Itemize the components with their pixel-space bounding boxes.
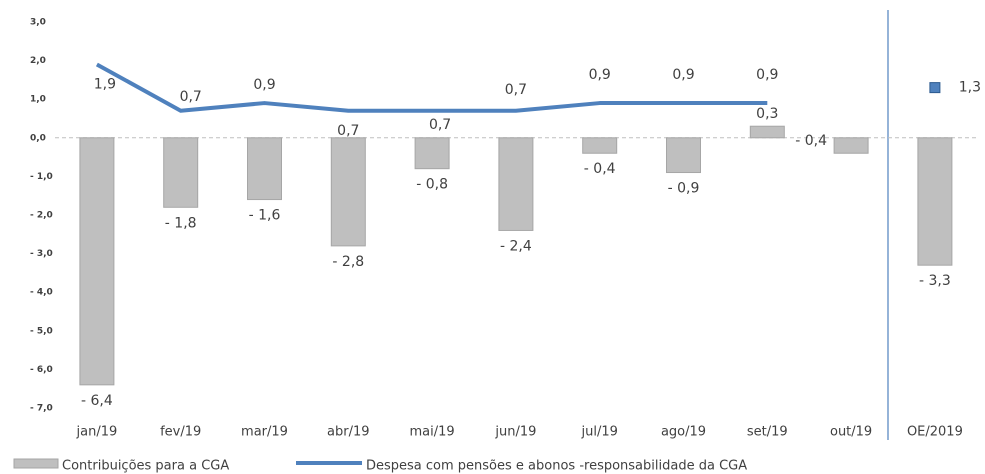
bar [833, 137, 869, 154]
y-tick-label: - 6,0 [30, 365, 53, 375]
line-label: 0,7 [429, 117, 451, 133]
line-label: 0,9 [589, 67, 611, 83]
bar-label: - 0,4 [584, 161, 616, 177]
x-tick-label: OE/2019 [907, 425, 963, 440]
line-label: 0,7 [337, 123, 359, 139]
bar [666, 137, 701, 174]
bar-label: 0,3 [756, 106, 778, 122]
y-tick-label: 3,0 [30, 18, 46, 28]
line-label: 1,3 [959, 80, 981, 96]
x-tick-label: jan/19 [76, 425, 118, 440]
bar [749, 125, 785, 139]
bar [414, 137, 450, 170]
bar [163, 137, 199, 208]
line-label: 0,7 [180, 89, 202, 105]
bar [917, 137, 953, 266]
bar-label: - 6,4 [81, 393, 113, 409]
bar-label: - 2,4 [500, 238, 532, 254]
x-tick-label: ago/19 [661, 425, 706, 440]
bar-label: - 1,6 [249, 208, 281, 224]
y-tick-label: 2,0 [30, 56, 46, 66]
bar-label: - 3,3 [919, 273, 951, 289]
x-tick-label: mai/19 [410, 425, 455, 440]
legend-label: Contribuições para a CGA [62, 459, 229, 474]
x-tick-label: set/19 [747, 425, 788, 440]
x-tick-label: jul/19 [581, 425, 618, 440]
x-tick-label: fev/19 [160, 425, 201, 440]
y-tick-label: 1,0 [30, 95, 46, 105]
y-tick-label: - 4,0 [30, 288, 53, 298]
point-marker [929, 82, 941, 94]
bar-label: - 1,8 [165, 215, 197, 231]
y-tick-label: - 2,0 [30, 211, 53, 221]
x-tick-label: abr/19 [327, 425, 370, 440]
legend-swatch [13, 458, 59, 469]
bar [498, 137, 534, 231]
line-label: 0,7 [505, 82, 527, 98]
bar [582, 137, 618, 154]
line [95, 62, 768, 113]
bar-label: - 0,8 [416, 177, 448, 193]
bar-label: - 0,4 [795, 133, 827, 149]
y-tick-label: - 7,0 [30, 404, 53, 414]
bar-label: - 2,8 [332, 254, 364, 270]
line-label: 1,9 [94, 76, 116, 92]
x-tick-label: mar/19 [241, 425, 288, 440]
bar-label: - 0,9 [668, 181, 700, 197]
line-label: 0,9 [253, 77, 275, 93]
bar [79, 137, 115, 386]
y-tick-label: - 1,0 [30, 172, 53, 182]
bar [330, 137, 366, 247]
line-label: 0,9 [756, 67, 778, 83]
x-tick-label: jun/19 [494, 425, 536, 440]
x-tick-label: out/19 [830, 425, 872, 440]
bar [247, 137, 282, 201]
y-tick-label: - 5,0 [30, 326, 53, 336]
legend-label: Despesa com pensões e abonos -responsabi… [366, 459, 747, 474]
y-tick-label: - 3,0 [30, 249, 53, 259]
y-tick-label: 0,0 [30, 133, 46, 143]
line-label: 0,9 [672, 67, 694, 83]
